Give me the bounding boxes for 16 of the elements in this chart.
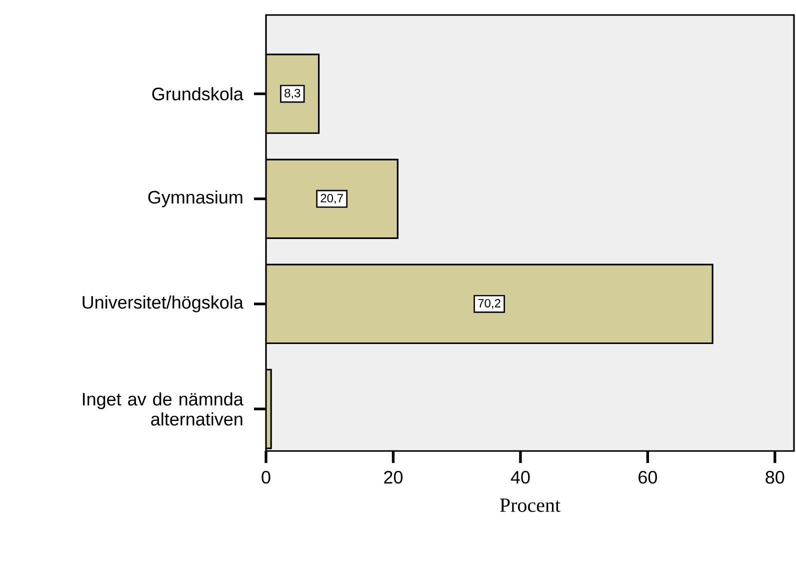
x-tick-label: 0 <box>262 470 270 484</box>
data-label: 8,3 <box>284 88 300 99</box>
x-tick-label: 80 <box>766 470 784 484</box>
y-tick-label: Universitet/högskola <box>82 296 244 312</box>
bar <box>266 54 320 134</box>
x-tick-label: 60 <box>638 470 657 484</box>
x-axis-title: Procent <box>500 498 560 512</box>
bar <box>266 158 398 239</box>
data-label: 70,2 <box>478 298 500 309</box>
bar <box>266 264 714 344</box>
x-tick-label: 40 <box>510 470 530 484</box>
data-label: 20,7 <box>320 194 343 204</box>
y-tick-label: Gymnasium <box>148 190 242 208</box>
y-tick-label: Grundskola <box>152 87 244 100</box>
x-tick-label: 20 <box>384 470 403 484</box>
y-tick-label: Inget av de nämnda alternativen <box>82 392 244 426</box>
